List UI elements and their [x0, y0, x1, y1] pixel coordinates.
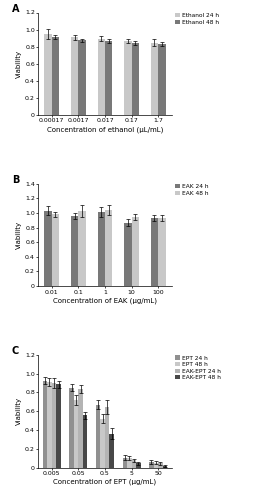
Bar: [163, 466, 167, 468]
Bar: [44, 34, 52, 115]
Bar: [124, 41, 132, 115]
Y-axis label: Viability: Viability: [16, 397, 22, 425]
Bar: [154, 463, 158, 468]
Bar: [149, 462, 154, 468]
Bar: [96, 404, 100, 468]
Bar: [71, 216, 78, 286]
Bar: [123, 458, 127, 468]
Text: B: B: [12, 176, 19, 186]
Text: C: C: [12, 346, 19, 356]
Bar: [47, 382, 52, 468]
Bar: [78, 211, 86, 286]
Bar: [158, 464, 163, 468]
Bar: [69, 388, 74, 468]
Bar: [132, 460, 136, 468]
Y-axis label: Viability: Viability: [16, 221, 22, 249]
Bar: [74, 400, 78, 468]
Bar: [43, 380, 47, 468]
Bar: [158, 218, 166, 286]
Bar: [52, 214, 59, 286]
Bar: [78, 40, 86, 115]
X-axis label: Concentration of EPT (μg/mL): Concentration of EPT (μg/mL): [54, 479, 156, 485]
Bar: [56, 384, 61, 468]
Bar: [127, 458, 132, 468]
Bar: [98, 212, 105, 286]
Bar: [105, 407, 110, 468]
X-axis label: Concentration of ethanol (μL/mL): Concentration of ethanol (μL/mL): [47, 126, 163, 132]
Bar: [78, 389, 83, 468]
Bar: [52, 383, 56, 468]
Bar: [124, 223, 132, 286]
Legend: EAK 24 h, EAK 48 h: EAK 24 h, EAK 48 h: [174, 184, 209, 196]
Bar: [132, 218, 139, 286]
Bar: [71, 37, 78, 115]
Bar: [98, 38, 105, 115]
Bar: [44, 210, 52, 286]
Bar: [52, 37, 59, 115]
Bar: [158, 44, 166, 115]
Legend: EPT 24 h, EPT 48 h, EAK-EPT 24 h, EAK-EPT 48 h: EPT 24 h, EPT 48 h, EAK-EPT 24 h, EAK-EP…: [174, 355, 221, 380]
Bar: [110, 434, 114, 468]
Bar: [105, 41, 112, 115]
Bar: [105, 210, 112, 286]
Legend: Ethanol 24 h, Ethanol 48 h: Ethanol 24 h, Ethanol 48 h: [174, 12, 219, 26]
Text: A: A: [12, 4, 19, 15]
Bar: [132, 43, 139, 115]
Y-axis label: Viability: Viability: [16, 50, 22, 78]
Bar: [83, 416, 87, 468]
Bar: [151, 43, 158, 115]
Bar: [151, 218, 158, 286]
X-axis label: Concentration of EAK (μg/mL): Concentration of EAK (μg/mL): [53, 298, 157, 304]
Bar: [136, 464, 141, 468]
Bar: [100, 418, 105, 468]
